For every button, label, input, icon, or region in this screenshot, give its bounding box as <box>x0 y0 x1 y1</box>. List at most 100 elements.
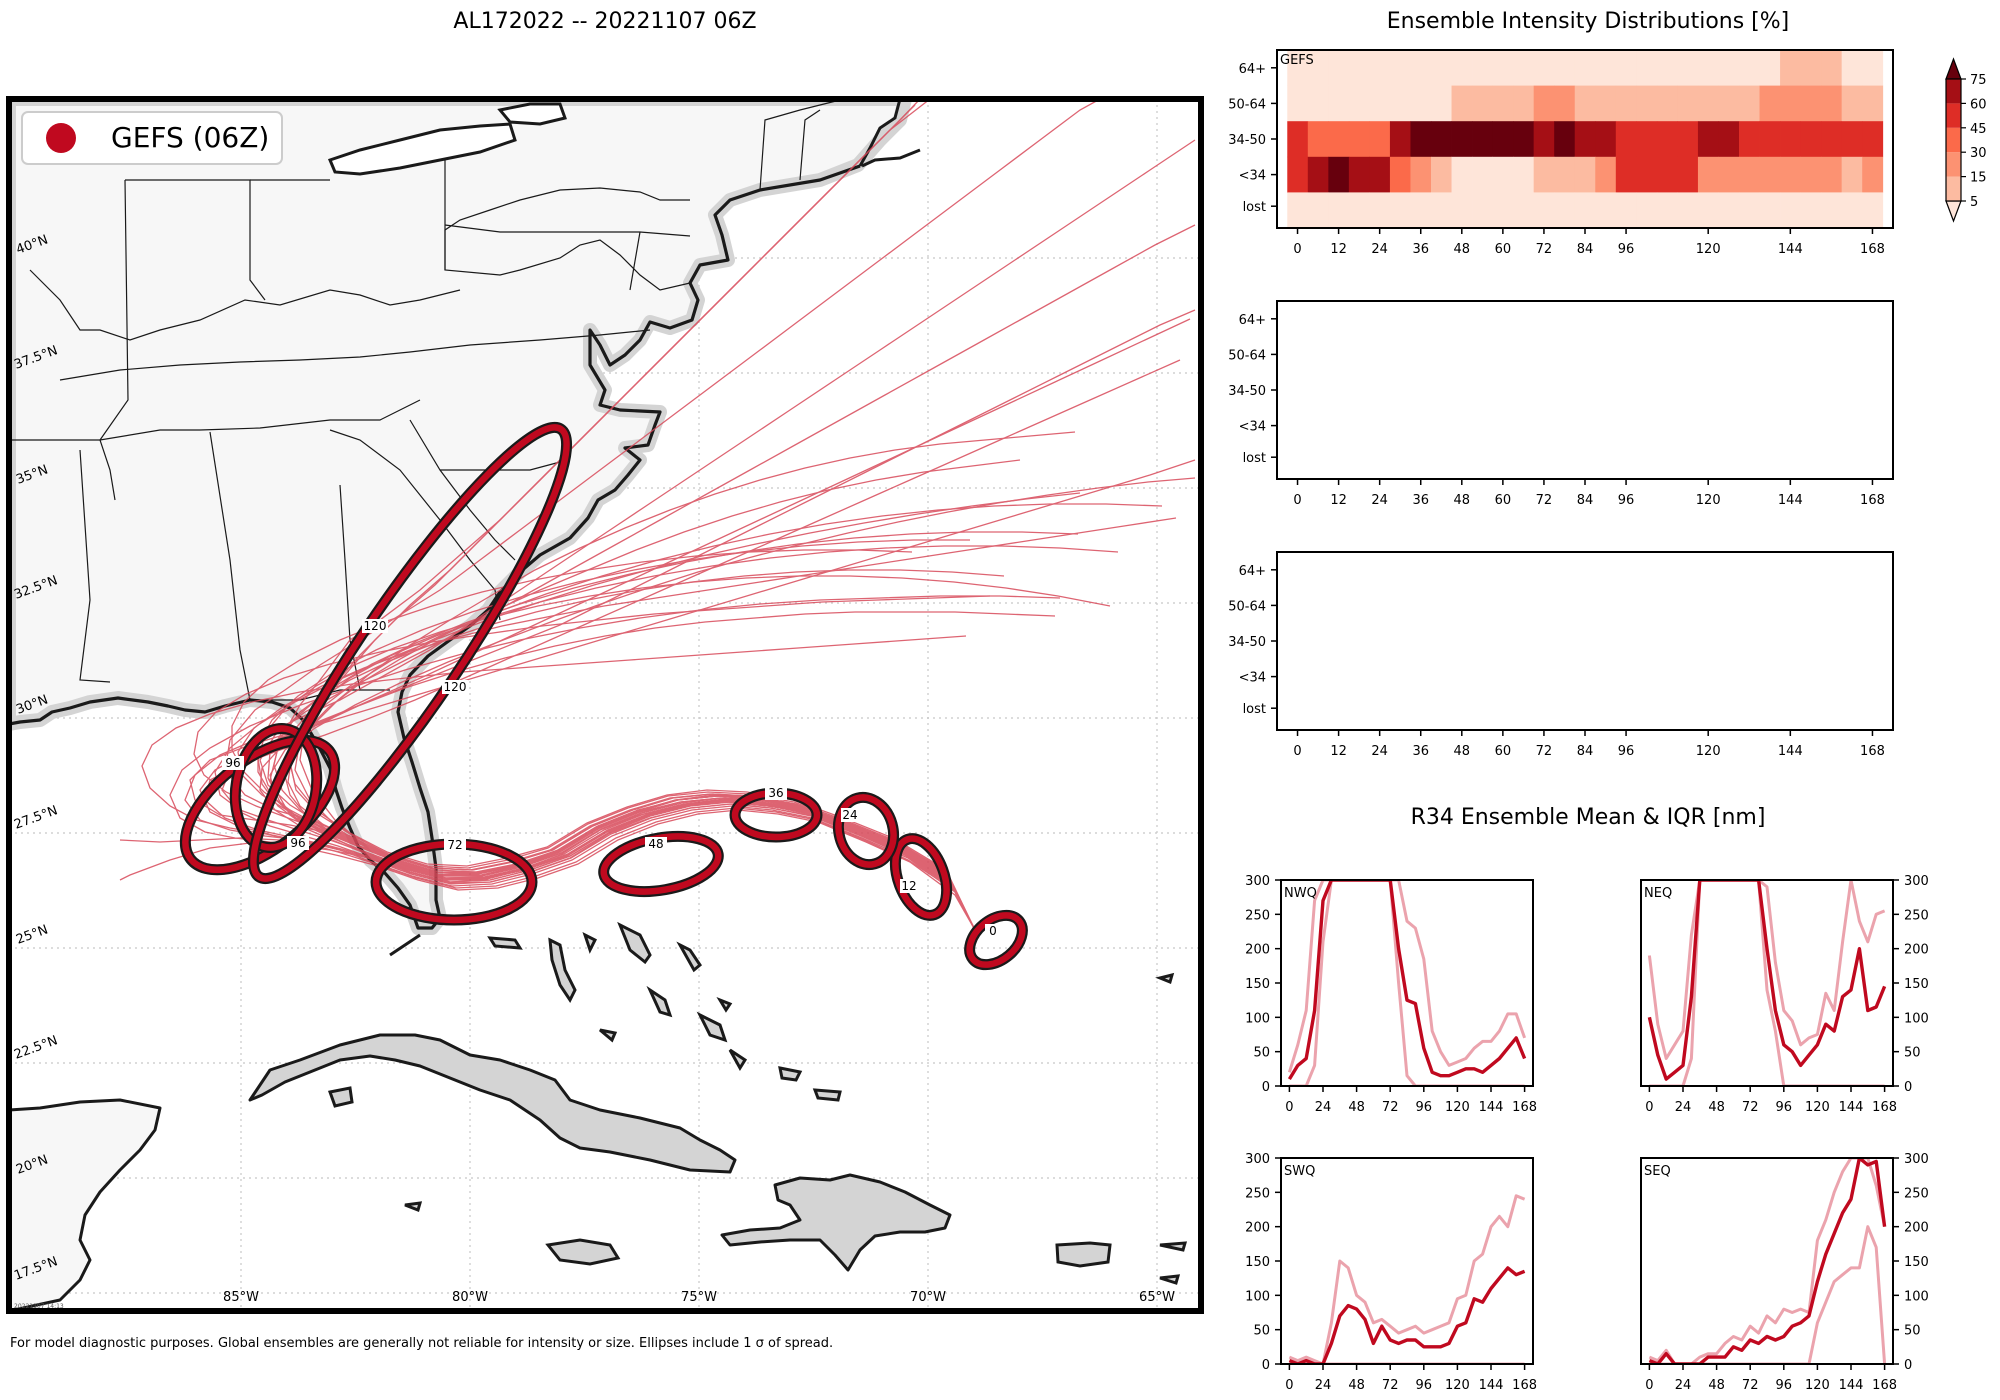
heatmap-cell <box>1656 121 1678 158</box>
colorbar-cells <box>1945 57 1962 223</box>
heatmap-cell <box>1615 121 1637 158</box>
heatmap-cell <box>1287 121 1309 158</box>
heatmap-y-label: 64+ <box>1239 62 1266 77</box>
r34-panel-nwq: NWQ 300 250 200 150 100 50 00 24 48 72 96 120 144 168 <box>1245 874 1537 1115</box>
heatmap-x-label: 144 <box>1778 242 1803 257</box>
r34-panel-bg <box>1641 1158 1893 1364</box>
colorbar-band <box>1946 127 1961 153</box>
heatmap-x-label: 96 <box>1618 493 1635 508</box>
heatmap-cell <box>1739 50 1760 86</box>
heatmap-cell <box>1492 192 1514 228</box>
r34-quadrant-label: SEQ <box>1644 1164 1671 1179</box>
heatmap-x-label: 24 <box>1371 744 1388 759</box>
colorbar-label: 45 <box>1970 122 1987 137</box>
heatmap-cell <box>1369 50 1391 86</box>
heatmap-x-label: 48 <box>1454 744 1471 759</box>
r34-x-label: 0 <box>1645 1378 1653 1393</box>
heatmap-cell <box>1841 156 1863 193</box>
intensity-heatmap-panel: GEFS 64+ 50-64 34-50 <34 lost 0 12 24 36 48 60 72 8… <box>1228 49 1894 257</box>
heatmap-x-label: 12 <box>1330 744 1347 759</box>
hispaniola <box>720 1173 952 1272</box>
r34-y-label: 300 <box>1245 874 1270 889</box>
empty-panel-frame-3 <box>1276 551 1894 731</box>
heatmap-cell <box>1677 192 1699 228</box>
r34-line-mean <box>1287 880 1527 1080</box>
colorbar-band <box>1946 79 1961 104</box>
r34-x-label: 72 <box>1742 1378 1759 1393</box>
heatmap-cell <box>1348 50 1370 86</box>
r34-x-label: 168 <box>1512 1378 1537 1393</box>
heatmap-cell <box>1533 192 1555 228</box>
lon-labels: 85°W 80°W 75°W 70°W 65°W <box>223 1290 1175 1305</box>
heatmap-cell <box>1780 85 1801 122</box>
heatmap-x-label: 144 <box>1778 493 1803 508</box>
r34-panel-neq: NEQ 300 250 200 150 100 50 0 0 24 48 72 96 120 144 168 <box>1640 874 1929 1115</box>
heatmap-cell <box>1533 121 1555 158</box>
heatmap-cell <box>1307 50 1329 86</box>
heatmap-cell <box>1656 50 1678 86</box>
heatmap-cell <box>1739 121 1760 158</box>
heatmap-cell <box>1841 192 1863 228</box>
heatmap-cell <box>1492 121 1514 158</box>
heatmap-cell <box>1862 192 1884 228</box>
heatmap-cell <box>1410 121 1432 158</box>
heatmap-panel-label: GEFS <box>1280 53 1314 68</box>
intensity-empty-panel-3: 64+ 50-64 34-50 <34 lost 0 12 24 36 48 60 72 84 96 12… <box>1228 551 1894 759</box>
bahamas <box>404 921 1188 1285</box>
r34-y-label: 0 <box>1904 1080 1912 1095</box>
r34-y-label: 0 <box>1904 1358 1912 1373</box>
r34-y-label: 250 <box>1245 1186 1270 1201</box>
heatmap-cell <box>1574 192 1596 228</box>
r34-line-mean <box>1288 1266 1526 1364</box>
heatmap-cell <box>1800 192 1822 228</box>
ellipse-label-36: 36 <box>768 786 783 800</box>
heatmap-cell <box>1287 85 1309 122</box>
heatmap-cell <box>1636 121 1658 158</box>
heatmap-cell <box>1697 121 1719 158</box>
r34-y-label: 50 <box>1253 1046 1270 1061</box>
heatmap-cell <box>1307 85 1329 122</box>
heatmap-cell <box>1389 192 1411 228</box>
r34-y-label: 250 <box>1904 908 1929 923</box>
heatmap-x-label: 84 <box>1577 493 1594 508</box>
r34-panel-seq: SEQ 300 250 200 150 100 50 0 0 24 48 72 96 120 144 168 <box>1640 1152 1929 1393</box>
heatmap-y-label: 34-50 <box>1228 133 1266 148</box>
heatmap-y-label: 34-50 <box>1228 635 1266 650</box>
heatmap-x-label: 60 <box>1495 493 1512 508</box>
r34-y-label: 0 <box>1262 1358 1270 1373</box>
heatmap-cell <box>1410 156 1432 193</box>
heatmap-cell <box>1739 156 1760 193</box>
heatmap-x-label: 12 <box>1330 242 1347 257</box>
r34-quadrant-label: SWQ <box>1284 1164 1315 1179</box>
heatmap-y-label: 50-64 <box>1228 599 1266 614</box>
heatmap-cell <box>1677 121 1699 158</box>
colorbar-label: 30 <box>1970 146 1987 161</box>
r34-x-label: 0 <box>1645 1100 1653 1115</box>
heatmap-cell <box>1759 192 1781 228</box>
empty-panel-3-x-ticks: 0 12 24 36 48 60 72 84 96 120 144 168 <box>1293 730 1885 759</box>
r34-x-label: 24 <box>1675 1378 1692 1393</box>
r34-y-label: 50 <box>1253 1324 1270 1339</box>
heatmap-x-label: 36 <box>1412 493 1429 508</box>
heatmap-cell <box>1513 85 1535 122</box>
heatmap-cell <box>1656 192 1678 228</box>
yucatan <box>9 1098 162 1311</box>
ellipse-label-0: 0 <box>989 924 997 938</box>
r34-y-label: 50 <box>1904 1324 1921 1339</box>
r34-line-iqr-high <box>1648 1158 1887 1364</box>
heatmap-cell <box>1554 121 1576 158</box>
heatmap-x-label: 96 <box>1618 242 1635 257</box>
heatmap-cell <box>1328 156 1350 193</box>
heatmap-cell <box>1697 50 1719 86</box>
r34-y-label: 200 <box>1245 943 1270 958</box>
heatmap-cell <box>1574 50 1596 86</box>
heatmap-cell <box>1369 192 1391 228</box>
intensity-empty-panel-2: 64+ 50-64 34-50 <34 lost 0 12 24 36 48 60 72 84 96 12… <box>1228 300 1894 508</box>
heatmap-x-label: 72 <box>1536 242 1553 257</box>
colorbar-label: 5 <box>1970 195 1978 210</box>
heatmap-cell <box>1533 85 1555 122</box>
heatmap-cell <box>1431 156 1452 193</box>
r34-y-label: 300 <box>1904 874 1929 889</box>
heatmap-cell <box>1472 192 1493 228</box>
r34-line-iqr-high <box>1647 880 1886 1060</box>
